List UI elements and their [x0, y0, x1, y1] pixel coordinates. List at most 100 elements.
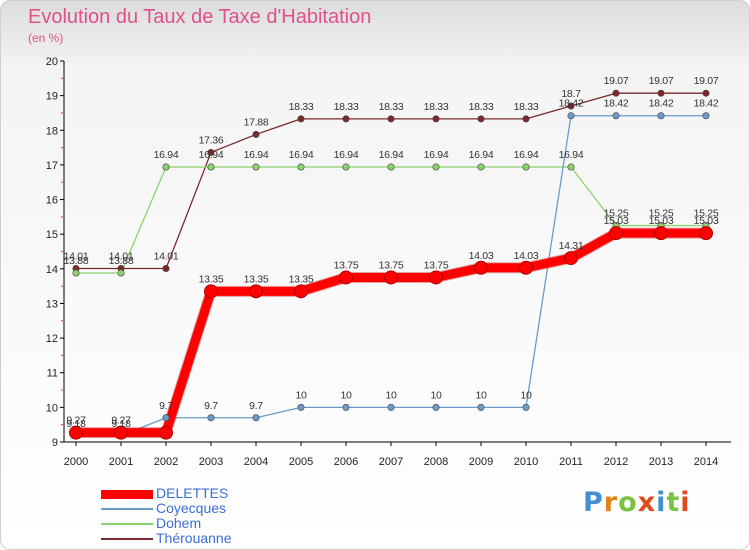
data-label-dohem: 16.94 — [379, 149, 404, 161]
legend-swatch-coyecques — [101, 508, 153, 510]
x-tick-label: 2007 — [379, 456, 403, 468]
data-label-delettes: 13.75 — [424, 259, 449, 271]
legend-label-delettes: DELETTES — [156, 485, 229, 501]
data-label-coyecques: 10 — [475, 389, 487, 401]
data-label-throuanne: 14.01 — [64, 250, 89, 262]
data-point-dohem — [252, 163, 260, 171]
y-tick-label: 13 — [46, 298, 58, 310]
data-point-throuanne — [162, 264, 170, 272]
data-point-coyecques — [567, 112, 575, 120]
data-point-dohem — [387, 163, 395, 171]
y-tick-label: 15 — [46, 229, 58, 241]
data-point-dohem — [162, 163, 170, 171]
data-label-coyecques: 18.42 — [694, 98, 719, 110]
data-label-dohem: 15.25 — [604, 208, 629, 220]
data-label-throuanne: 18.33 — [514, 101, 539, 113]
chart-title: Evolution du Taux de Taxe d'Habitation — [28, 6, 372, 28]
y-tick-label: 20 — [46, 56, 58, 68]
data-point-coyecques — [612, 112, 620, 120]
data-point-coyecques — [657, 112, 665, 120]
data-point-delettes — [249, 284, 263, 299]
legend-swatch-dohem — [101, 523, 153, 525]
data-point-delettes — [654, 226, 668, 241]
data-point-delettes — [519, 260, 533, 275]
data-point-coyecques — [342, 403, 350, 411]
x-tick-label: 2013 — [649, 456, 673, 468]
data-label-throuanne: 19.07 — [694, 75, 719, 87]
x-tick-label: 2004 — [244, 456, 268, 468]
data-point-dohem — [297, 163, 305, 171]
data-point-delettes — [609, 226, 623, 241]
data-point-throuanne — [342, 115, 350, 123]
data-label-delettes: 13.75 — [334, 259, 359, 271]
data-label-dohem: 15.25 — [694, 208, 719, 220]
y-tick-label: 14 — [46, 264, 58, 276]
data-point-dohem — [477, 163, 485, 171]
x-tick-label: 2003 — [199, 456, 223, 468]
data-point-throuanne — [657, 89, 665, 97]
data-point-delettes — [69, 425, 83, 440]
data-label-delettes: 15.03 — [649, 215, 674, 227]
x-tick-label: 2002 — [154, 456, 178, 468]
logo-letter: x — [637, 487, 657, 518]
data-point-delettes — [114, 425, 128, 440]
logo-letter: t — [666, 487, 681, 518]
data-label-dohem: 16.94 — [514, 149, 539, 161]
x-tick-label: 2006 — [334, 456, 358, 468]
data-label-throuanne: 18.33 — [469, 101, 494, 113]
data-point-throuanne — [522, 115, 530, 123]
data-label-delettes: 13.35 — [289, 273, 314, 285]
data-label-coyecques: 10 — [295, 389, 307, 401]
data-label-coyecques: 9.7 — [159, 400, 173, 412]
y-tick-label: 18 — [46, 125, 58, 137]
legend-label-coyecques: Coyecques — [156, 500, 227, 516]
data-label-coyecques: 9.18 — [111, 418, 131, 430]
data-point-dohem — [567, 163, 575, 171]
series-points — [69, 89, 713, 440]
data-point-coyecques — [252, 414, 260, 422]
data-label-coyecques: 10 — [340, 389, 352, 401]
data-point-coyecques — [297, 403, 305, 411]
data-label-delettes: 13.35 — [199, 273, 224, 285]
data-label-throuanne: 18.7 — [561, 88, 581, 100]
logo-letter: i — [680, 487, 691, 518]
data-label-delettes: 14.31 — [559, 240, 584, 252]
data-point-dohem — [432, 163, 440, 171]
data-point-throuanne — [387, 115, 395, 123]
data-label-dohem: 16.94 — [154, 149, 179, 161]
data-label-coyecques: 18.42 — [649, 98, 674, 110]
data-label-dohem: 16.94 — [289, 149, 314, 161]
data-label-throuanne: 19.07 — [604, 75, 629, 87]
data-label-delettes: 9.27 — [111, 415, 131, 427]
line-chart: 9 10 11 12 13 14 15 16 17 18 19 20 2000 2001 2002 2003… — [46, 56, 731, 468]
data-label-delettes: 14.03 — [514, 250, 539, 262]
data-label-dohem: 16.94 — [424, 149, 449, 161]
logo-letter: i — [656, 487, 667, 518]
data-label-dohem: 13.88 — [109, 255, 134, 267]
data-labels: 14.01 14.01 14.01 17.36 17.88 18.33 18.33 18.33… — [64, 75, 720, 430]
legend-label-therouanne: Thérouanne — [156, 530, 232, 546]
data-label-delettes: 14.03 — [469, 250, 494, 262]
x-tick-label: 2001 — [109, 456, 133, 468]
data-point-dohem — [117, 269, 125, 277]
data-label-dohem: 16.94 — [559, 149, 584, 161]
data-label-dohem: 16.94 — [199, 149, 224, 161]
x-tick-label: 2009 — [469, 456, 493, 468]
data-point-coyecques — [522, 403, 530, 411]
data-label-dohem: 15.25 — [649, 208, 674, 220]
y-tick-label: 9 — [52, 437, 58, 449]
data-point-throuanne — [297, 115, 305, 123]
data-label-coyecques: 10 — [430, 389, 442, 401]
data-label-coyecques: 9.7 — [249, 400, 263, 412]
data-point-dohem — [522, 163, 530, 171]
data-point-throuanne — [207, 148, 215, 156]
data-point-coyecques — [432, 403, 440, 411]
data-label-dohem: 16.94 — [469, 149, 494, 161]
data-label-delettes: 13.75 — [379, 259, 404, 271]
data-point-coyecques — [702, 112, 710, 120]
data-point-dohem — [72, 269, 80, 277]
data-label-throuanne: 14.01 — [109, 250, 134, 262]
x-tick-label: 2008 — [424, 456, 448, 468]
data-point-delettes — [429, 270, 443, 285]
data-label-throuanne: 17.36 — [199, 134, 224, 146]
